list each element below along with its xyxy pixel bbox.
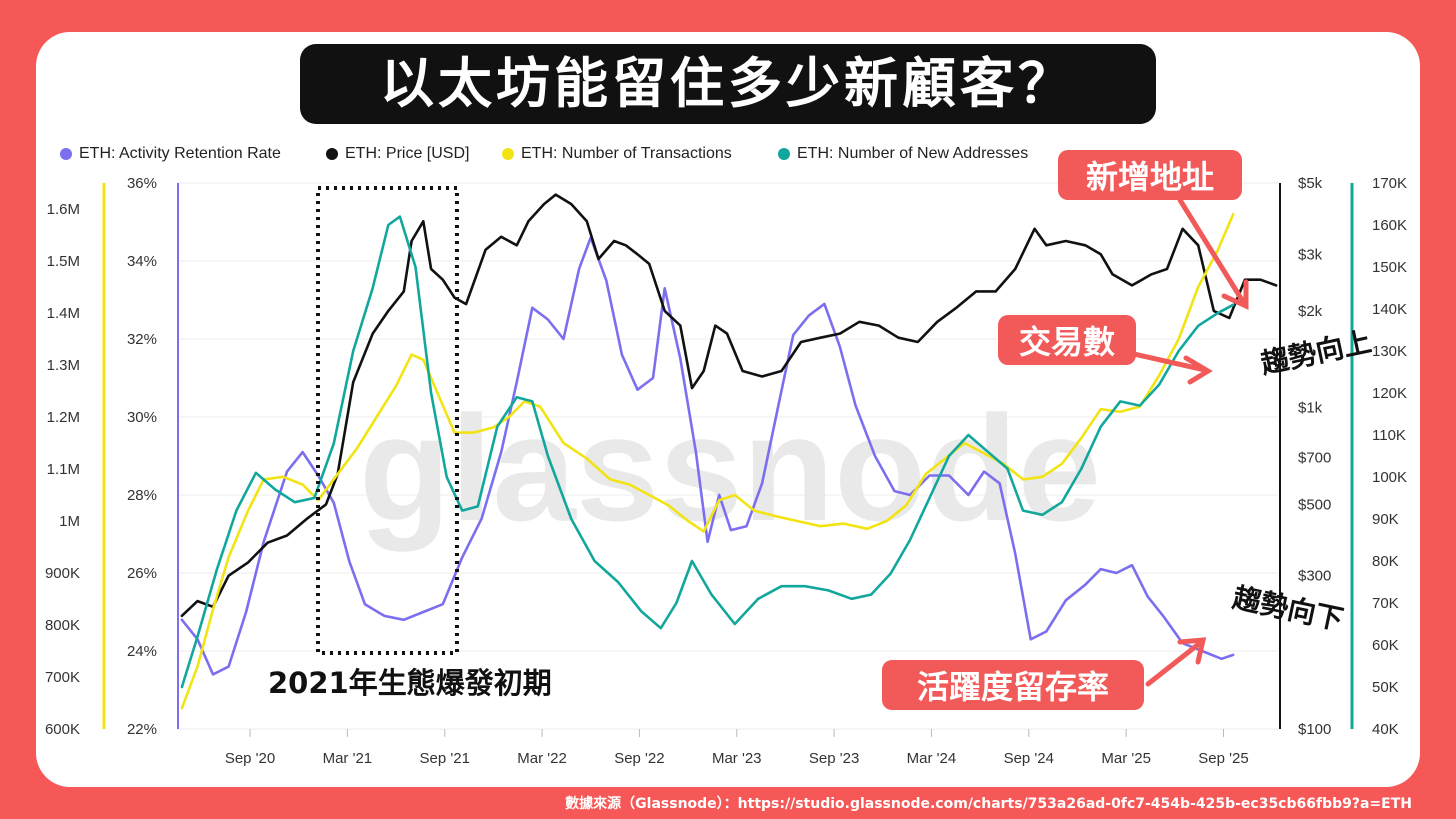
new-addresses-tick-label: 160K — [1372, 217, 1407, 234]
new-addresses-line — [180, 215, 1235, 689]
price-tick-label: $300 — [1298, 568, 1331, 585]
callout-retention: 活躍度留存率 — [882, 660, 1144, 710]
transactions-line — [180, 212, 1235, 710]
callout-transactions-text: 交易數 — [1019, 323, 1115, 361]
price-tick-label: $500 — [1298, 496, 1331, 513]
transactions-tick-label: 1M — [59, 513, 80, 530]
callout-new-addresses: 新增地址 — [1058, 150, 1242, 200]
axes: Sep '20 Mar '21 Sep '21 Mar '22 Sep '22 Mar '… — [45, 175, 1407, 767]
transactions-tick-label: 800K — [45, 617, 80, 634]
new-addresses-tick-label: 150K — [1372, 259, 1407, 276]
retention-tick-label: 34% — [127, 253, 157, 270]
transactions-tick-label: 1.5M — [47, 253, 80, 270]
new-addresses-tick-label: 130K — [1372, 343, 1407, 360]
x-tick-label: Mar '22 — [517, 750, 567, 767]
new-addresses-tick-label: 110K — [1372, 427, 1406, 444]
x-tick-label: Sep '23 — [809, 750, 859, 767]
x-tick-label: Mar '25 — [1101, 750, 1151, 767]
transactions-tick-label: 1.6M — [47, 201, 80, 218]
x-tick-label: Sep '25 — [1198, 750, 1248, 767]
trend-up-label: 趨勢向上 — [1258, 325, 1374, 381]
new-addresses-tick-label: 100K — [1372, 469, 1407, 486]
arrow-head-icon — [1221, 279, 1249, 310]
trend-down-label: 趨勢向下 — [1230, 581, 1346, 637]
legend-dot-icon — [778, 148, 790, 160]
retention-tick-label: 26% — [127, 565, 157, 582]
new-addresses-tick-label: 60K — [1372, 637, 1399, 654]
new-addresses-tick-label: 50K — [1372, 679, 1399, 696]
callout-transactions: 交易數 — [998, 315, 1136, 365]
new-addresses-tick-label: 40K — [1372, 721, 1399, 738]
transactions-tick-label: 1.3M — [47, 357, 80, 374]
transactions-tick-label: 1.1M — [47, 461, 80, 478]
price-line — [180, 193, 1278, 618]
transactions-tick-label: 700K — [45, 669, 80, 686]
x-tick-label: Sep '20 — [225, 750, 275, 767]
retention-tick-label: 24% — [127, 643, 157, 660]
legend-dot-icon — [326, 148, 338, 160]
new-addresses-tick-label: 90K — [1372, 511, 1399, 528]
price-tick-label: $2k — [1298, 303, 1323, 320]
legend-item-transactions[interactable]: ETH: Number of Transactions — [502, 143, 732, 165]
legend-label: ETH: Number of New Addresses — [797, 145, 1029, 162]
series-lines — [180, 193, 1278, 710]
price-tick-label: $100 — [1298, 721, 1331, 738]
arrow-new-addresses — [1177, 197, 1245, 303]
retention-tick-label: 28% — [127, 487, 157, 504]
legend-item-new-addresses[interactable]: ETH: Number of New Addresses — [778, 143, 1028, 165]
retention-line — [180, 236, 1235, 676]
callout-retention-text: 活躍度留存率 — [917, 668, 1109, 706]
new-addresses-tick-label: 140K — [1372, 301, 1407, 318]
legend-item-retention[interactable]: ETH: Activity Retention Rate — [60, 143, 281, 165]
new-addresses-tick-label: 170K — [1372, 175, 1407, 192]
retention-tick-label: 32% — [127, 331, 157, 348]
x-tick-label: Sep '24 — [1004, 750, 1054, 767]
new-addresses-tick-label: 120K — [1372, 385, 1407, 402]
price-tick-label: $700 — [1298, 449, 1331, 466]
price-tick-label: $1k — [1298, 400, 1323, 417]
retention-tick-label: 22% — [127, 721, 157, 738]
legend-dot-icon — [60, 148, 72, 160]
new-addresses-tick-label: 80K — [1372, 553, 1399, 570]
box-label: 2021年生態爆發初期 — [268, 666, 552, 700]
retention-tick-label: 30% — [127, 409, 157, 426]
transactions-tick-label: 1.2M — [47, 409, 80, 426]
arrow-retention — [1145, 640, 1203, 687]
transactions-tick-label: 600K — [45, 721, 80, 738]
arrow-head-icon — [1183, 355, 1213, 385]
arrow-head-icon — [1177, 637, 1207, 665]
callout-arrows — [1131, 197, 1249, 687]
legend-dot-icon — [502, 148, 514, 160]
legend-label: ETH: Activity Retention Rate — [79, 145, 281, 162]
legend-item-price[interactable]: ETH: Price [USD] — [326, 143, 469, 165]
arrow-transactions — [1131, 351, 1208, 373]
callout-new-addresses-text: 新增地址 — [1086, 158, 1214, 196]
x-tick-label: Mar '24 — [907, 750, 957, 767]
page-title: 以太坊能留住多少新顧客？ — [300, 44, 1156, 124]
retention-tick-label: 36% — [127, 175, 157, 192]
source-footer: 數據來源（Glassnode）：https://studio.glassnode… — [565, 796, 1412, 812]
x-tick-label: Sep '21 — [420, 750, 470, 767]
x-tick-label: Sep '22 — [614, 750, 664, 767]
transactions-tick-label: 1.4M — [47, 305, 80, 322]
legend-label: ETH: Price [USD] — [345, 145, 470, 162]
x-tick-label: Mar '21 — [323, 750, 373, 767]
legend-label: ETH: Number of Transactions — [521, 145, 732, 162]
x-tick-label: Mar '23 — [712, 750, 762, 767]
price-tick-label: $3k — [1298, 246, 1323, 263]
transactions-tick-label: 900K — [45, 565, 80, 582]
price-tick-label: $5k — [1298, 175, 1323, 192]
new-addresses-tick-label: 70K — [1372, 595, 1399, 612]
highlight-box — [316, 186, 459, 655]
